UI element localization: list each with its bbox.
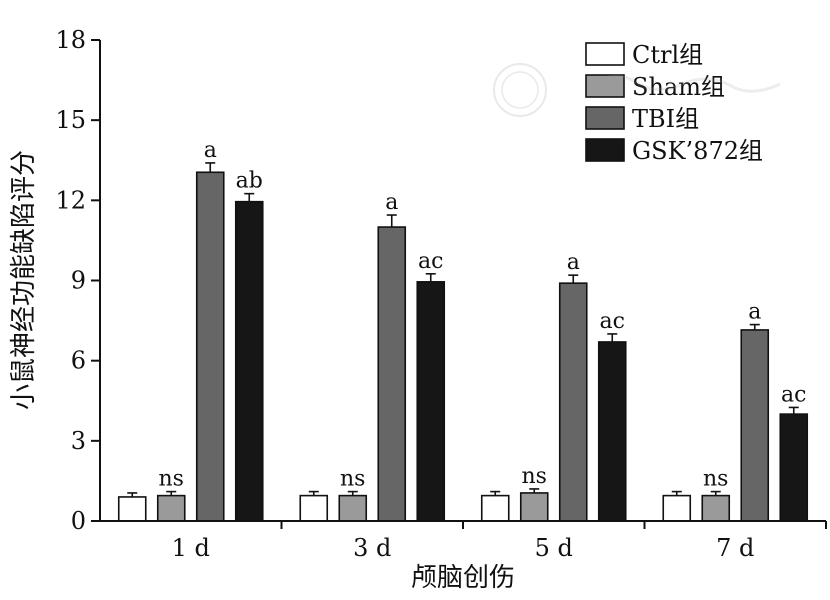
bar — [156, 494, 186, 522]
significance-label: a — [385, 190, 398, 215]
y-tick-label: 6 — [71, 347, 86, 375]
significance-label: a — [748, 300, 761, 325]
significance-label: ns — [703, 467, 728, 492]
bar — [779, 413, 809, 522]
y-tick-label: 12 — [55, 186, 86, 214]
x-axis-title: 颅脑创伤 — [411, 563, 515, 593]
bar — [195, 171, 225, 522]
y-tick-label: 3 — [71, 427, 86, 455]
legend-label: TBI组 — [632, 105, 699, 133]
bar — [234, 200, 264, 522]
legend-swatch — [585, 74, 625, 98]
bar — [519, 492, 549, 522]
bar — [740, 329, 770, 522]
bar — [701, 494, 731, 522]
bar — [416, 281, 446, 522]
significance-label: ns — [522, 464, 547, 489]
y-axis-title: 小鼠神经功能缺陷评分 — [9, 150, 39, 410]
y-tick-label: 15 — [55, 106, 86, 134]
y-tick-label: 0 — [71, 507, 86, 535]
legend-swatch — [585, 138, 625, 162]
significance-label: a — [204, 138, 217, 163]
significance-label: ac — [600, 309, 625, 334]
significance-label: ns — [159, 467, 184, 492]
legend-swatch — [585, 42, 625, 66]
bar — [377, 226, 407, 522]
x-category-label: 1 d — [172, 534, 210, 562]
significance-label: ns — [340, 467, 365, 492]
bar — [662, 494, 692, 522]
significance-label: ac — [781, 382, 806, 407]
legend-swatch — [585, 106, 625, 130]
bar — [480, 494, 510, 522]
bar — [299, 494, 329, 522]
bar — [117, 496, 147, 522]
x-category-label: 5 d — [535, 534, 573, 562]
legend-label: Ctrl组 — [632, 41, 703, 69]
x-category-label: 3 d — [353, 534, 391, 562]
significance-label: a — [567, 250, 580, 275]
legend-label: Sham组 — [632, 73, 725, 101]
bar — [597, 341, 627, 522]
watermark-seal — [493, 63, 781, 117]
y-tick-label: 9 — [71, 267, 86, 295]
legend: Ctrl组 Sham组 TBI组 GSK’872组 — [585, 41, 763, 165]
ticks-layer: 0 3 6 9 12 15 18 1 d 3 d 5 d 7 d — [55, 26, 827, 562]
bar — [558, 282, 588, 522]
x-category-label: 7 d — [716, 534, 754, 562]
significance-label: ab — [236, 169, 263, 194]
y-tick-label: 18 — [55, 26, 86, 54]
bar — [338, 494, 368, 522]
legend-label: GSK’872组 — [632, 137, 763, 165]
significance-label: ac — [418, 249, 443, 274]
